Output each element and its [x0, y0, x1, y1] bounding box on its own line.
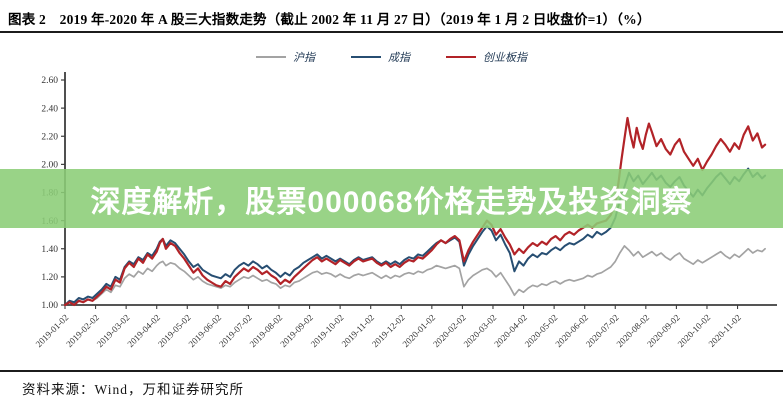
y-tick-label: 1.20 [41, 273, 58, 283]
legend-line-swatch [351, 55, 381, 59]
y-tick-label: 1.00 [41, 301, 58, 311]
y-tick-label: 1.40 [41, 245, 58, 255]
chinext-index-line [63, 116, 767, 307]
legend-item-szse: 成指 [351, 49, 410, 65]
figure-footer: 资料来源：Wind，万和证券研究所 [0, 370, 783, 400]
legend-item-sse: 沪指 [256, 49, 315, 65]
legend-label: 创业板指 [483, 52, 527, 64]
promo-banner-overlay: 深度解析，股票000068价格走势及投资洞察 [0, 169, 783, 228]
chart-legend: 沪指 成指 创业板指 [0, 48, 783, 66]
promo-banner-text: 深度解析，股票000068价格走势及投资洞察 [90, 185, 693, 219]
legend-line-swatch [446, 55, 476, 59]
x-tick-label: 2020-11-02 [706, 312, 743, 349]
y-tick-label: 2.40 [41, 104, 58, 114]
source-note: 资料来源：Wind，万和证券研究所 [22, 382, 244, 397]
figure-header: 图表 2 2019 年-2020 年 A 股三大指数走势（截止 2002 年 1… [0, 0, 783, 33]
sse-index-line [64, 245, 766, 306]
y-tick-label: 2.20 [41, 132, 58, 142]
legend-item-chinext: 创业板指 [446, 49, 527, 65]
legend-line-swatch [256, 55, 286, 59]
legend-label: 成指 [388, 52, 410, 64]
figure-title: 图表 2 2019 年-2020 年 A 股三大指数走势（截止 2002 年 1… [8, 12, 651, 27]
y-tick-label: 2.00 [41, 161, 58, 171]
legend-label: 沪指 [293, 52, 315, 64]
y-tick-label: 2.60 [41, 76, 58, 86]
